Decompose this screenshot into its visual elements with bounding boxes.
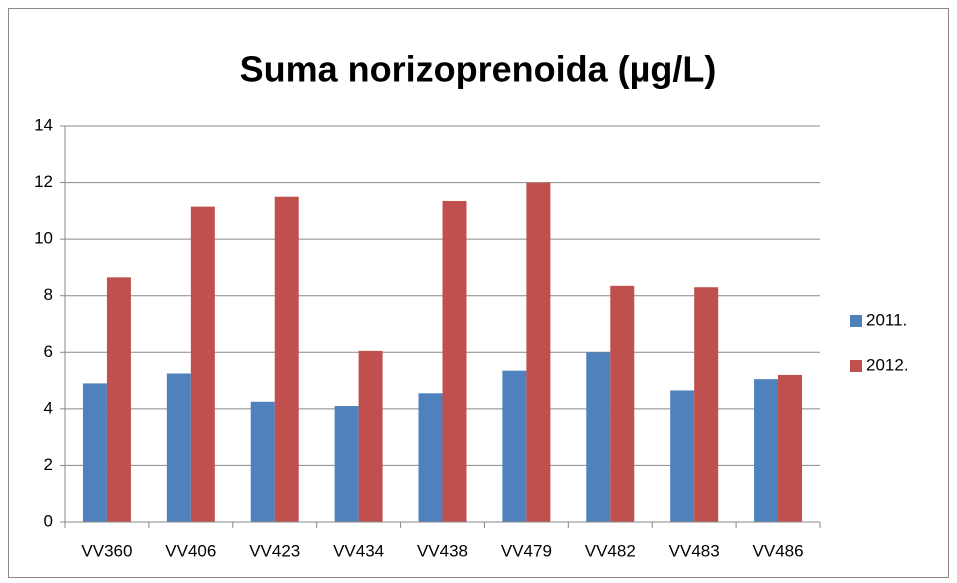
bar: [754, 379, 779, 522]
y-tick-label: 6: [44, 342, 53, 361]
x-tick-label: VV438: [417, 541, 468, 560]
legend-swatch: [850, 360, 862, 372]
y-tick-label: 0: [44, 511, 53, 530]
bar: [586, 352, 611, 522]
bar: [778, 374, 803, 522]
bar: [250, 401, 275, 522]
x-tick-label: VV486: [753, 541, 804, 560]
bar: [274, 196, 299, 522]
y-tick-label: 4: [44, 398, 53, 417]
bar: [190, 206, 215, 522]
legend-label: 2011.: [866, 310, 907, 329]
bar: [166, 373, 191, 522]
legend-swatch: [850, 315, 862, 327]
x-tick-label: VV360: [81, 541, 132, 560]
bar: [442, 200, 467, 522]
x-tick-label: VV482: [585, 541, 636, 560]
bar: [418, 393, 443, 522]
bar: [670, 390, 695, 522]
x-tick-label: VV479: [501, 541, 552, 560]
chart-title: Suma norizoprenoida (µg/L): [240, 49, 717, 90]
bar: [106, 277, 131, 522]
y-tick-label: 12: [34, 172, 53, 191]
y-tick-label: 14: [34, 115, 53, 134]
x-tick-label: VV483: [669, 541, 720, 560]
y-tick-label: 2: [44, 455, 53, 474]
chart-border: [8, 8, 949, 578]
x-tick-label: VV434: [333, 541, 384, 560]
y-tick-label: 10: [34, 229, 53, 248]
bar: [694, 287, 719, 522]
bar: [502, 370, 527, 522]
x-tick-label: VV423: [249, 541, 300, 560]
bar: [610, 285, 635, 522]
y-tick-label: 8: [44, 285, 53, 304]
bar: [358, 350, 383, 522]
x-tick-label: VV406: [165, 541, 216, 560]
bar: [82, 383, 107, 522]
bar: [526, 182, 551, 523]
bar: [334, 406, 359, 522]
legend-label: 2012.: [866, 355, 909, 374]
